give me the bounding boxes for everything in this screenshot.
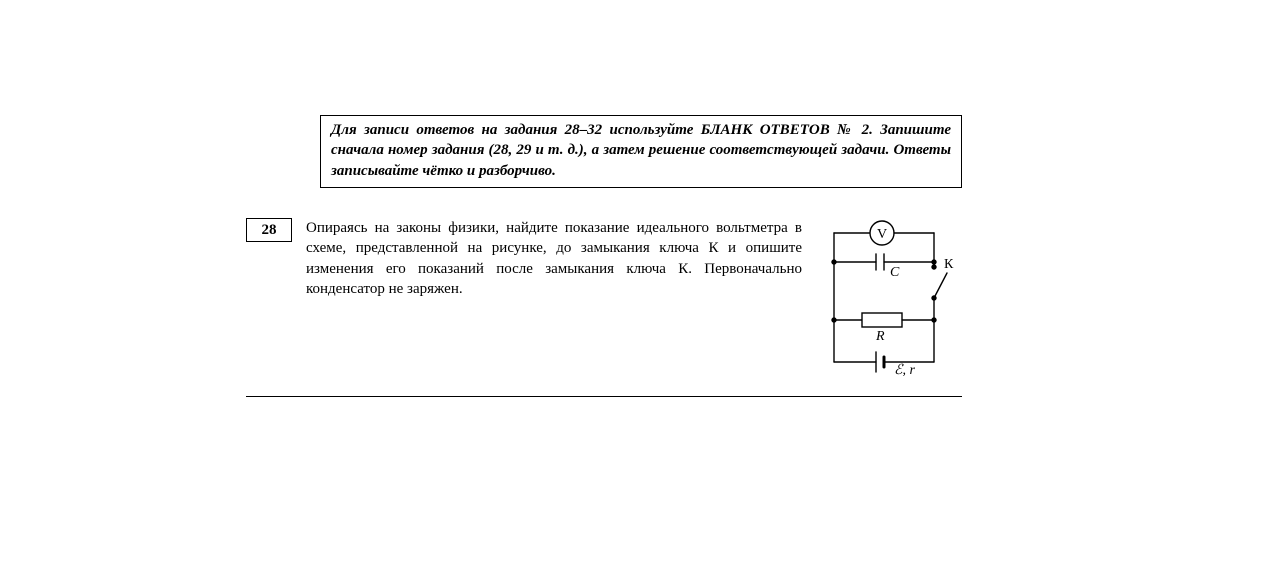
- circuit-diagram: V C К R ℰ, r: [814, 218, 962, 378]
- task-row: 28 Опираясь на законы физики, найдите по…: [246, 218, 962, 378]
- emf-label: ℰ, r: [894, 363, 915, 378]
- task-prompt: Опираясь на законы физики, найдите показ…: [306, 218, 802, 378]
- task-body: Опираясь на законы физики, найдите показ…: [306, 218, 962, 378]
- voltmeter-label: V: [877, 227, 887, 242]
- resistor-label: R: [875, 329, 885, 344]
- switch-label: К: [944, 257, 954, 272]
- instruction-box: Для записи ответов на задания 28–32 испо…: [320, 115, 962, 188]
- task-number-box: 28: [246, 218, 292, 242]
- task-number: 28: [262, 222, 277, 238]
- section-divider: [246, 396, 962, 397]
- instruction-text: Для записи ответов на задания 28–32 испо…: [331, 122, 951, 179]
- capacitor-label: C: [890, 265, 900, 280]
